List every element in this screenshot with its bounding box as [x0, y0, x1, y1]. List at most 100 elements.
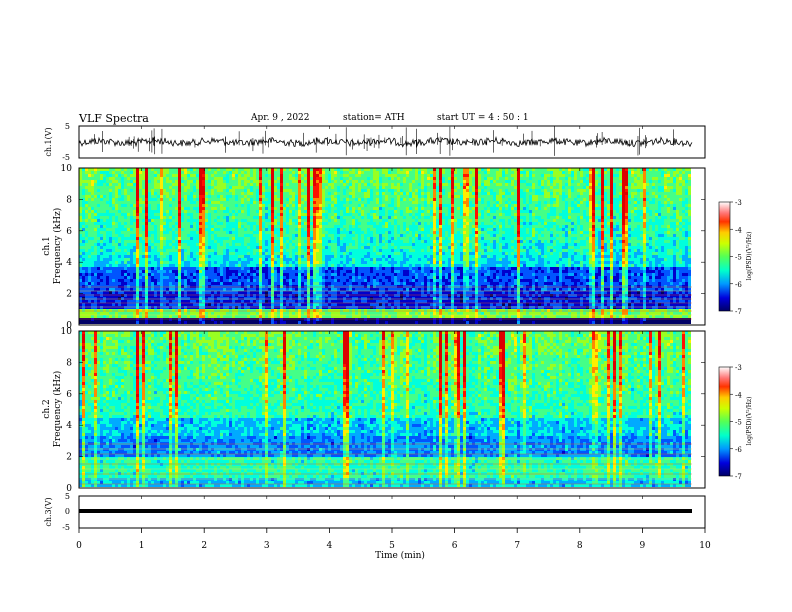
spectrogram-cell: [172, 243, 178, 246]
spectrogram-cell: [646, 213, 649, 216]
spectrogram-cell: [586, 264, 589, 267]
spectrogram-cell: [652, 168, 655, 171]
spectrogram-cell: [181, 213, 184, 216]
spectrogram-cell: [547, 168, 559, 171]
spectrogram-cell: [235, 243, 241, 246]
spectrogram-cell: [646, 267, 649, 270]
spectrogram-cell: [394, 177, 397, 180]
spectrogram-cell: [106, 237, 109, 240]
spectrogram-cell: [175, 240, 178, 243]
spectrogram-cell: [181, 189, 184, 192]
spectrogram-cell: [655, 231, 664, 234]
spectrogram-cell: [364, 258, 370, 261]
spectrogram-cell: [109, 177, 115, 180]
spectrogram-cell: [592, 249, 595, 252]
spectrogram-cell: [646, 252, 652, 255]
spectrogram-cell: [592, 255, 595, 258]
spectrogram-cell: [610, 174, 613, 177]
spectrogram-cell: [478, 186, 484, 189]
spectrogram-cell: [142, 249, 145, 252]
spectrogram-cell: [493, 228, 496, 231]
spectrogram-cell: [265, 231, 271, 234]
spectrogram-cell: [442, 210, 448, 213]
spectrogram-cell: [97, 258, 100, 261]
spectrogram-cell: [586, 198, 589, 201]
spectrogram-cell: [544, 192, 550, 195]
spectrogram-cell: [619, 267, 622, 270]
spectrogram-cell: [409, 192, 412, 195]
spectrogram-cell: [598, 189, 601, 192]
spectrogram-cell: [79, 252, 82, 255]
spectrogram-cell: [568, 210, 571, 213]
spectrogram-cell: [604, 183, 607, 186]
spectrogram-cell: [172, 234, 178, 237]
spectrogram-cell: [433, 189, 436, 192]
spectrogram-cell: [475, 231, 478, 234]
spectrogram-cell: [571, 261, 574, 264]
spectrogram-cell: [235, 228, 238, 231]
spectrogram-cell: [421, 249, 424, 252]
spectrogram-cell: [394, 222, 397, 225]
spectrogram-cell: [643, 270, 646, 273]
spectrogram-cell: [199, 183, 202, 186]
spectrogram-cell: [358, 243, 367, 246]
spectrogram-cell: [262, 183, 265, 186]
spectrogram-cell: [532, 183, 535, 186]
spectrogram-cell: [565, 183, 568, 186]
spectrogram-cell: [181, 174, 187, 177]
spectrogram-cell: [250, 255, 259, 258]
spectrogram-cell: [280, 270, 283, 273]
spectrogram-cell: [619, 168, 622, 171]
spectrogram-cell: [79, 174, 82, 177]
spectrogram-cell: [463, 243, 466, 246]
spectrogram-cell: [622, 261, 625, 264]
spectrogram-cell: [475, 210, 478, 213]
spectrogram-cell: [481, 210, 484, 213]
spectrogram-cell: [334, 255, 337, 258]
spectrogram-cell: [133, 261, 136, 264]
spectrogram-cell: [298, 210, 301, 213]
spectrogram-cell: [124, 195, 127, 198]
spectrogram-cell: [253, 186, 259, 189]
spectrogram-cell: [292, 261, 295, 264]
spectrogram-cell: [568, 237, 571, 240]
spectrogram-cell: [124, 189, 127, 192]
spectrogram-cell: [253, 198, 256, 201]
spectrogram-cell: [178, 258, 181, 261]
spectrogram-cell: [469, 216, 475, 219]
spectrogram-cell: [214, 252, 217, 255]
spectrogram-cell: [262, 219, 265, 222]
spectrogram-cell: [622, 219, 625, 222]
spectrogram-cell: [139, 171, 142, 174]
spectrogram-cell: [106, 225, 112, 228]
spectrogram-cell: [256, 177, 259, 180]
spectrogram-cell: [178, 195, 181, 198]
spectrogram-cell: [373, 246, 376, 249]
spectrogram-cell: [595, 249, 601, 252]
spectrogram-cell: [85, 252, 91, 255]
spectrogram-cell: [181, 231, 190, 234]
spectrogram-cell: [346, 201, 349, 204]
spectrogram-cell: [568, 216, 571, 219]
spectrogram-cell: [391, 192, 394, 195]
spectrogram-cell: [232, 243, 235, 246]
spectrogram-cell: [148, 189, 151, 192]
spectrogram-cell: [469, 255, 475, 258]
spectrogram-cell: [325, 270, 328, 273]
spectrogram-cell: [454, 171, 457, 174]
spectrogram-cell: [268, 180, 271, 183]
spectrogram-cell: [556, 237, 565, 240]
spectrogram-cell: [529, 174, 532, 177]
spectrogram-cell: [292, 234, 295, 237]
spectrogram-cell: [628, 249, 631, 252]
spectrogram-cell: [220, 264, 226, 267]
spectrogram-cell: [634, 168, 637, 171]
spectrogram-cell: [127, 195, 130, 198]
spectrogram-cell: [97, 189, 100, 192]
spectrogram-cell: [433, 192, 436, 195]
spectrogram-cell: [181, 177, 184, 180]
spectrogram-cell: [517, 246, 520, 249]
spectrogram-cell: [241, 219, 247, 222]
spectrogram-cell: [142, 243, 145, 246]
spectrogram-cell: [145, 255, 148, 258]
